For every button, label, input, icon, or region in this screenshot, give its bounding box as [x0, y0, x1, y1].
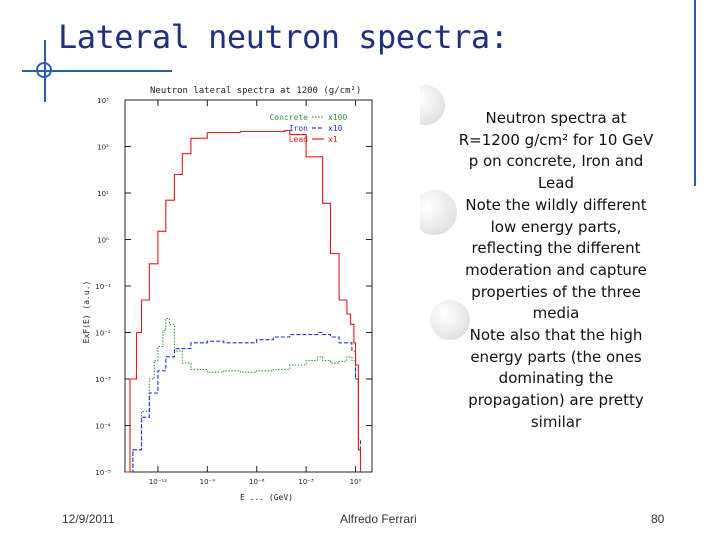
y-tick-label: 10³ [97, 97, 109, 105]
y-tick-label: 10⁻² [95, 330, 111, 338]
y-axis-label: ExF(E) (a.u.) [82, 281, 91, 344]
chart-legend: Concrete x100 Iron x10 Lead x1 [269, 113, 347, 144]
x-tick-label: 10⁻³ [298, 478, 314, 486]
y-tick-label: 10⁻⁵ [95, 469, 111, 477]
footer-author: Alfredo Ferrari [340, 512, 417, 526]
legend-scale: x1 [328, 135, 338, 144]
series-line-lead [125, 130, 362, 473]
x-tick-label: 10⁰ [350, 478, 362, 486]
note-line: low energy parts, [490, 217, 622, 236]
chart-background [80, 82, 420, 510]
slide-title: Lateral neutron spectra: [58, 18, 509, 56]
tick-marks: 10⁻¹² 10⁻⁹ 10⁻⁶ 10⁻³ 10⁰ 10³ 10² 10¹ 10⁰ 10⁻¹ 10⁻²… [95, 97, 372, 486]
background-bubble-decoration [430, 300, 470, 340]
legend-label: Lead [289, 135, 308, 144]
spectrum-chart: 10⁻¹² 10⁻⁹ 10⁻⁶ 10⁻³ 10⁰ 10³ 10² 10¹ 10⁰ 10⁻¹ 10⁻²… [80, 82, 420, 510]
legend-label: Iron [289, 124, 308, 133]
note-line: moderation and capture [465, 260, 647, 279]
note-line: propagation) are pretty [468, 391, 644, 410]
x-tick-label: 10⁻⁹ [200, 478, 216, 486]
spectrum-chart-svg: 10⁻¹² 10⁻⁹ 10⁻⁶ 10⁻³ 10⁰ 10³ 10² 10¹ 10⁰ 10⁻¹ 10⁻²… [80, 82, 420, 510]
note-line: Neutron spectra at [485, 109, 627, 127]
y-tick-label: 10⁻⁴ [95, 423, 111, 431]
decorative-right-vertical-line [694, 0, 696, 186]
y-tick-label: 10² [97, 144, 109, 152]
decorative-horizontal-line [22, 70, 172, 72]
x-tick-label: 10⁻¹² [149, 478, 167, 486]
note-line: Note the wildly different [465, 195, 647, 214]
x-tick-label: 10⁻⁶ [249, 478, 265, 486]
note-line: similar [530, 412, 582, 431]
note-line: reflecting the different [471, 239, 641, 258]
y-tick-label: 10¹ [97, 190, 109, 198]
y-tick-label: 10⁻³ [95, 376, 111, 384]
legend-label: Concrete [269, 113, 308, 122]
legend-scale: x10 [328, 124, 343, 133]
legend-scale: x100 [328, 113, 347, 122]
chart-title: Neutron lateral spectra at 1200 (g/cm²) [150, 86, 361, 96]
footer-date: 12/9/2011 [62, 512, 115, 526]
note-line: dominating the [498, 369, 614, 388]
note-line: properties of the three [471, 282, 641, 301]
y-tick-label: 10⁰ [97, 237, 109, 245]
series-layer [125, 130, 362, 473]
note-line: p on concrete, Iron and [468, 152, 644, 171]
explanation-note: Neutron spectra at R=1200 g/cm² for 10 Ge… [440, 108, 672, 434]
x-axis-label: E ... (GeV) [240, 493, 293, 502]
y-tick-label: 10⁻¹ [95, 283, 111, 291]
note-line: R=1200 g/cm² for 10 GeV [458, 130, 654, 149]
note-line: energy parts (the ones [470, 347, 642, 366]
decorative-circle [36, 62, 52, 78]
note-line: Note also that the high [469, 326, 643, 345]
note-line: Lead [537, 174, 575, 193]
series-line-concrete [125, 317, 362, 473]
note-lines: Neutron spectra at R=1200 g/cm² for 10 Ge… [440, 108, 672, 434]
series-line-iron [125, 331, 362, 473]
footer-page-number: 80 [651, 512, 665, 526]
note-line: media [532, 304, 580, 323]
